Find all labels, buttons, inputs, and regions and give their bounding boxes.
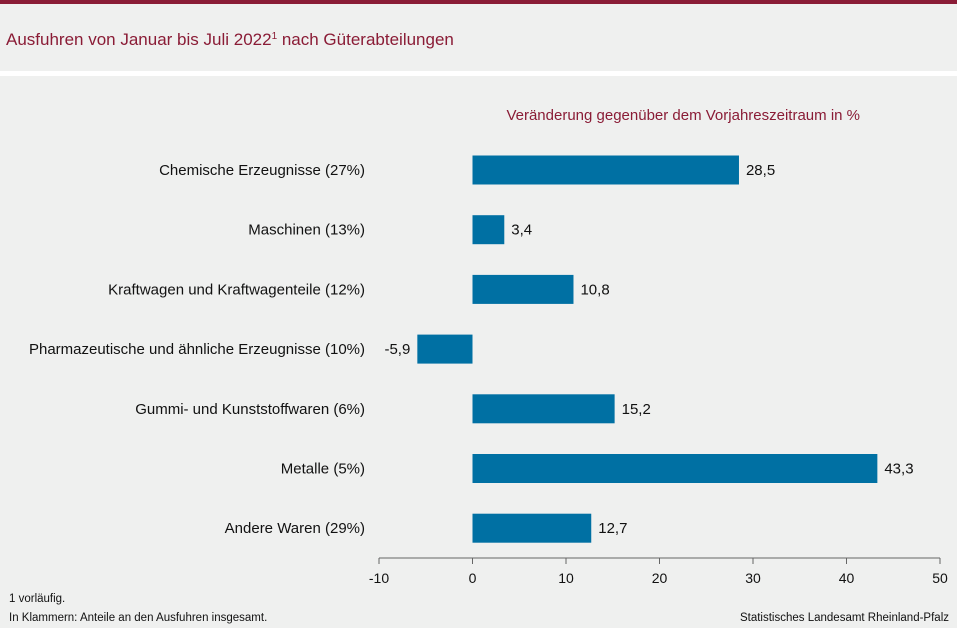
category-label: Maschinen (13%): [248, 222, 365, 239]
x-axis: -10 0 10 20 30 40 50: [369, 557, 948, 586]
category-label: Kraftwagen und Kraftwagenteile (12%): [108, 281, 365, 298]
chart-title-footnote-mark: 1: [271, 31, 278, 42]
chart-title-suffix: nach Güterabteilungen: [277, 30, 454, 49]
chart-subtitle: Veränderung gegenüber dem Vorjahreszeitr…: [506, 107, 860, 124]
category-labels: Chemische Erzeugnisse (27%) Maschinen (13…: [29, 162, 365, 537]
bars: [417, 155, 878, 543]
category-label: Gummi- und Kunststoffwaren (6%): [135, 401, 365, 418]
chart-title-text: Ausfuhren von Januar bis Juli 2022: [6, 30, 272, 49]
x-tick-label: 50: [932, 570, 948, 586]
bar: [472, 274, 574, 304]
footnote-shares: In Klammern: Anteile an den Ausfuhren in…: [9, 612, 268, 624]
bar: [472, 513, 592, 543]
source-note: Statistisches Landesamt Rheinland-Pfalz: [739, 612, 949, 624]
x-tick-label: 40: [839, 570, 855, 586]
value-label: 43,3: [884, 461, 913, 478]
header-divider: [0, 71, 957, 76]
x-tick-label: 0: [469, 570, 477, 586]
bar: [472, 155, 739, 185]
chart-title: Ausfuhren von Januar bis Juli 20221 nach…: [6, 30, 454, 50]
x-tick-label: 30: [745, 570, 761, 586]
value-label: 3,4: [511, 222, 532, 239]
top-accent-rule: [0, 0, 957, 4]
x-tick-label: -10: [369, 570, 389, 586]
bar: [417, 334, 473, 364]
bar: [472, 454, 878, 483]
value-label: 10,8: [580, 281, 609, 298]
category-label: Andere Waren (29%): [225, 520, 365, 537]
value-labels: 28,5 3,4 10,8 -5,9 15,2 43,3 12,7: [384, 162, 913, 537]
x-tick-label: 20: [652, 570, 668, 586]
category-label: Chemische Erzeugnisse (27%): [159, 162, 365, 179]
bar: [472, 394, 615, 424]
value-label: 28,5: [746, 162, 775, 179]
value-label: 15,2: [622, 401, 651, 418]
category-label: Pharmazeutische und ähnliche Erzeugnisse…: [29, 341, 365, 358]
footnote-preliminary: 1 vorläufig.: [9, 593, 66, 605]
value-label: -5,9: [384, 341, 410, 358]
x-tick-label: 10: [558, 570, 574, 586]
value-label: 12,7: [598, 520, 627, 537]
category-label: Metalle (5%): [281, 461, 365, 478]
bar: [472, 215, 505, 245]
